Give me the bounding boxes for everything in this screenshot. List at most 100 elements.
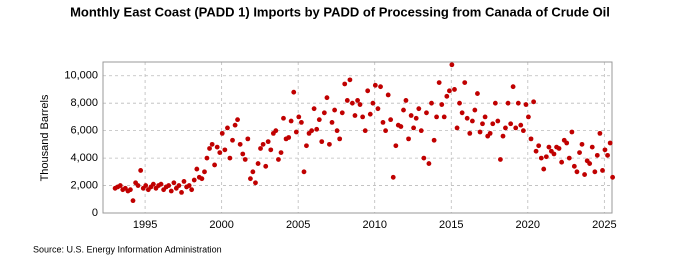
point bbox=[436, 80, 442, 85]
point bbox=[217, 150, 223, 156]
point bbox=[605, 152, 610, 158]
point bbox=[426, 161, 432, 166]
point bbox=[135, 183, 141, 188]
point bbox=[235, 117, 240, 123]
point bbox=[439, 102, 445, 107]
point bbox=[424, 110, 429, 116]
point bbox=[253, 180, 258, 186]
point bbox=[492, 100, 498, 106]
point bbox=[403, 98, 409, 103]
point bbox=[189, 187, 195, 193]
y-tick-label: 10,000 bbox=[64, 70, 98, 82]
point bbox=[452, 87, 457, 92]
point bbox=[349, 100, 355, 106]
point bbox=[513, 125, 519, 131]
point bbox=[564, 140, 570, 146]
point bbox=[258, 146, 263, 151]
point bbox=[487, 130, 493, 136]
point bbox=[523, 102, 529, 107]
point bbox=[334, 128, 340, 134]
point bbox=[431, 137, 437, 143]
point bbox=[355, 98, 360, 103]
point bbox=[150, 181, 156, 187]
point bbox=[566, 155, 572, 161]
point bbox=[457, 100, 462, 106]
point bbox=[398, 124, 404, 129]
point bbox=[551, 151, 557, 157]
point bbox=[411, 125, 417, 131]
point bbox=[219, 130, 225, 136]
point bbox=[245, 136, 251, 142]
point bbox=[490, 121, 496, 127]
point bbox=[600, 168, 605, 173]
point bbox=[388, 117, 394, 123]
point bbox=[362, 128, 368, 134]
point bbox=[181, 179, 187, 184]
point bbox=[158, 181, 164, 187]
point bbox=[589, 144, 595, 150]
point bbox=[298, 120, 304, 125]
point bbox=[316, 117, 322, 123]
point bbox=[526, 114, 531, 120]
point bbox=[559, 159, 565, 165]
point bbox=[408, 113, 414, 118]
point bbox=[421, 155, 427, 161]
point bbox=[128, 187, 133, 193]
point bbox=[276, 157, 281, 162]
point bbox=[130, 198, 136, 204]
point bbox=[117, 183, 123, 188]
point bbox=[214, 144, 220, 150]
source: Source: U.S. Energy Information Administ… bbox=[33, 244, 222, 254]
point bbox=[255, 161, 261, 166]
point bbox=[265, 139, 271, 145]
point bbox=[383, 128, 388, 134]
point bbox=[327, 141, 332, 147]
point bbox=[339, 110, 345, 116]
point bbox=[533, 148, 539, 154]
point bbox=[464, 115, 470, 121]
point bbox=[194, 166, 200, 172]
x-tick-label: 2000 bbox=[209, 219, 233, 231]
point bbox=[385, 92, 391, 98]
point bbox=[592, 169, 598, 175]
point bbox=[329, 120, 335, 125]
point bbox=[222, 147, 228, 153]
point bbox=[138, 168, 144, 173]
y-tick-label: 8,000 bbox=[70, 97, 98, 109]
point bbox=[291, 89, 297, 95]
point bbox=[357, 102, 363, 107]
point bbox=[314, 126, 320, 132]
y-tick-label: 0 bbox=[92, 207, 98, 219]
point bbox=[462, 80, 468, 85]
point bbox=[225, 125, 230, 131]
point bbox=[212, 162, 217, 168]
chart-title: Monthly East Coast (PADD 1) Imports by P… bbox=[70, 4, 610, 19]
point bbox=[390, 174, 396, 180]
point bbox=[454, 125, 460, 131]
point bbox=[500, 133, 506, 139]
point bbox=[304, 143, 309, 149]
plot-frame bbox=[102, 61, 613, 214]
point bbox=[232, 122, 238, 128]
point bbox=[375, 106, 381, 112]
point bbox=[459, 110, 465, 116]
point bbox=[577, 150, 582, 156]
point bbox=[309, 128, 315, 134]
point bbox=[472, 107, 478, 113]
point bbox=[268, 147, 274, 153]
point bbox=[505, 100, 511, 106]
point bbox=[503, 125, 508, 131]
point bbox=[372, 82, 378, 88]
point bbox=[528, 136, 534, 142]
point bbox=[352, 113, 358, 118]
point bbox=[143, 183, 149, 188]
point bbox=[319, 139, 325, 145]
point bbox=[482, 114, 488, 120]
point bbox=[587, 161, 593, 166]
point bbox=[543, 154, 549, 160]
point bbox=[475, 91, 480, 96]
point bbox=[191, 177, 197, 183]
point bbox=[199, 176, 205, 182]
y-axis-label: Thousand Barrels bbox=[39, 94, 51, 181]
